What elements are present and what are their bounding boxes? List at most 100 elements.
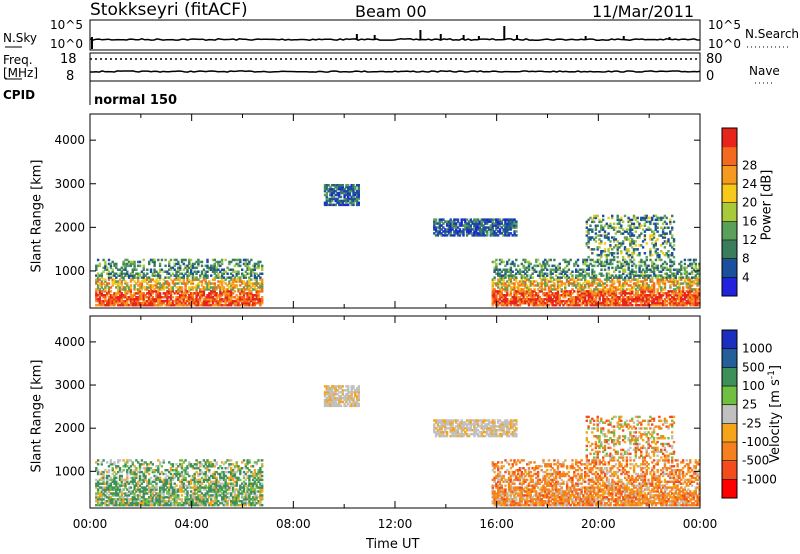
echo-cell — [222, 303, 226, 307]
echo-cell — [129, 278, 133, 281]
echo-cell — [102, 301, 105, 305]
echo-cell — [533, 284, 536, 287]
echo-cell — [106, 478, 109, 482]
echo-cell — [206, 299, 209, 303]
echo-cell — [137, 486, 140, 489]
echo-cell — [171, 266, 175, 270]
echo-cell — [193, 276, 196, 279]
echo-cell — [656, 296, 659, 299]
echo-cell — [259, 284, 262, 287]
echo-cell — [455, 230, 458, 233]
echo-cell — [663, 236, 667, 239]
echo-cell — [576, 258, 580, 262]
echo-cell — [665, 268, 668, 271]
echo-cell — [654, 301, 658, 305]
echo-cell — [261, 299, 264, 303]
echo-cell — [661, 216, 665, 220]
echo-cell — [549, 278, 552, 281]
echo-cell — [629, 276, 632, 279]
echo-cell — [638, 234, 641, 237]
echo-cell — [517, 282, 520, 285]
echo-cell — [618, 303, 621, 307]
echo-cell — [506, 232, 509, 235]
echo-cell — [683, 292, 687, 295]
echo-cell — [640, 294, 643, 297]
echo-cell — [631, 234, 634, 237]
echo-cell — [215, 276, 218, 279]
echo-cell — [578, 272, 581, 275]
echo-cell — [215, 482, 218, 485]
echo-cell — [164, 469, 167, 472]
echo-cell — [497, 290, 500, 293]
echo-cell — [248, 280, 251, 283]
echo-cell — [547, 296, 551, 299]
echo-cell — [596, 264, 600, 268]
echo-cell — [683, 280, 687, 283]
echo-cell — [111, 278, 114, 281]
echo-cell — [511, 282, 514, 285]
echo-cell — [674, 274, 677, 277]
echo-cell — [618, 230, 621, 233]
echo-cell — [482, 228, 485, 231]
echo-cell — [184, 500, 187, 503]
echo-cell — [151, 303, 154, 307]
echo-cell — [522, 266, 525, 270]
echo-cell — [575, 286, 578, 289]
echo-cell — [151, 274, 154, 277]
echo-cell — [138, 298, 142, 301]
echo-cell — [540, 270, 543, 273]
echo-cell — [517, 270, 520, 273]
echo-cell — [602, 250, 605, 253]
echo-cell — [155, 502, 158, 505]
echo-cell — [106, 492, 109, 495]
echo-cell — [564, 288, 567, 291]
echo-cell — [500, 274, 503, 277]
echo-cell — [122, 294, 125, 297]
echo-cell — [191, 272, 195, 275]
echo-cell — [661, 303, 665, 307]
echo-cell — [177, 270, 180, 273]
echo-cell — [609, 301, 612, 305]
echo-cell — [462, 218, 465, 221]
echo-cell — [138, 498, 142, 501]
echo-cell — [591, 264, 594, 268]
echo-cell — [502, 228, 505, 231]
echo-cell — [155, 298, 158, 301]
echo-cell — [671, 282, 674, 285]
echo-cell — [115, 484, 118, 487]
echo-cell — [155, 303, 158, 307]
echo-cell — [436, 234, 440, 237]
echo-cell — [498, 301, 502, 305]
echo-cell — [129, 288, 133, 291]
echo-cell — [348, 185, 352, 189]
echo-cell — [587, 274, 590, 277]
echo-cell — [118, 496, 122, 499]
echo-cell — [235, 298, 238, 301]
echo-cell — [160, 500, 164, 503]
echo-cell — [687, 284, 690, 287]
echo-cell — [104, 469, 107, 472]
echo-cell — [182, 280, 185, 283]
echo-cell — [654, 228, 657, 231]
echo-cell — [208, 284, 211, 287]
echo-cell — [202, 294, 206, 297]
echo-cell — [603, 234, 607, 237]
echo-cell — [115, 292, 118, 295]
echo-cell — [230, 292, 233, 295]
echo-cell — [562, 268, 565, 271]
echo-cell — [325, 203, 328, 207]
echo-cell — [602, 214, 605, 218]
echo-cell — [169, 492, 173, 495]
echo-cell — [239, 276, 242, 279]
echo-cell — [200, 270, 204, 273]
echo-cell — [634, 264, 638, 268]
echo-cell — [126, 476, 129, 480]
echo-cell — [341, 184, 344, 187]
echo-cell — [631, 238, 634, 241]
echo-cell — [491, 292, 494, 295]
echo-cell — [476, 226, 480, 229]
echo-cell — [440, 220, 443, 223]
echo-cell — [109, 296, 113, 299]
echo-cell — [199, 298, 202, 301]
echo-cell — [208, 478, 211, 482]
